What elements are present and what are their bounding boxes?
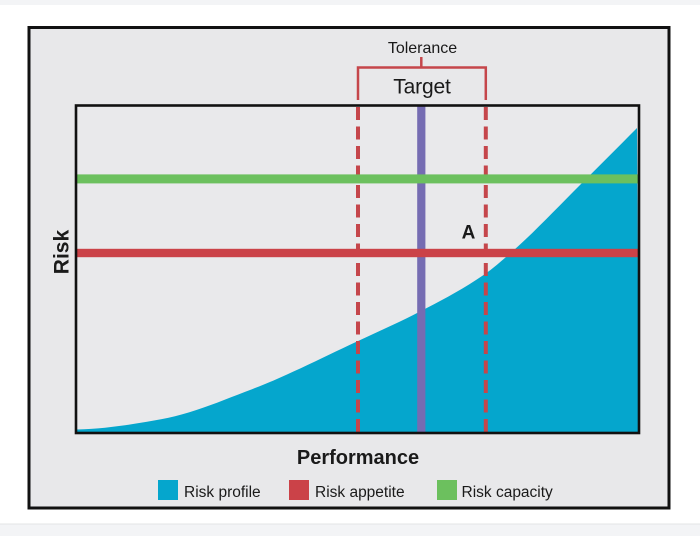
- svg-text:Risk profile: Risk profile: [184, 484, 261, 501]
- svg-text:A: A: [462, 223, 476, 244]
- svg-text:Risk: Risk: [51, 230, 74, 275]
- svg-text:Target: Target: [393, 76, 451, 99]
- svg-text:Tolerance: Tolerance: [388, 40, 457, 57]
- svg-text:Risk appetite: Risk appetite: [315, 484, 405, 501]
- svg-text:Risk capacity: Risk capacity: [462, 484, 554, 501]
- svg-text:Performance: Performance: [297, 447, 419, 469]
